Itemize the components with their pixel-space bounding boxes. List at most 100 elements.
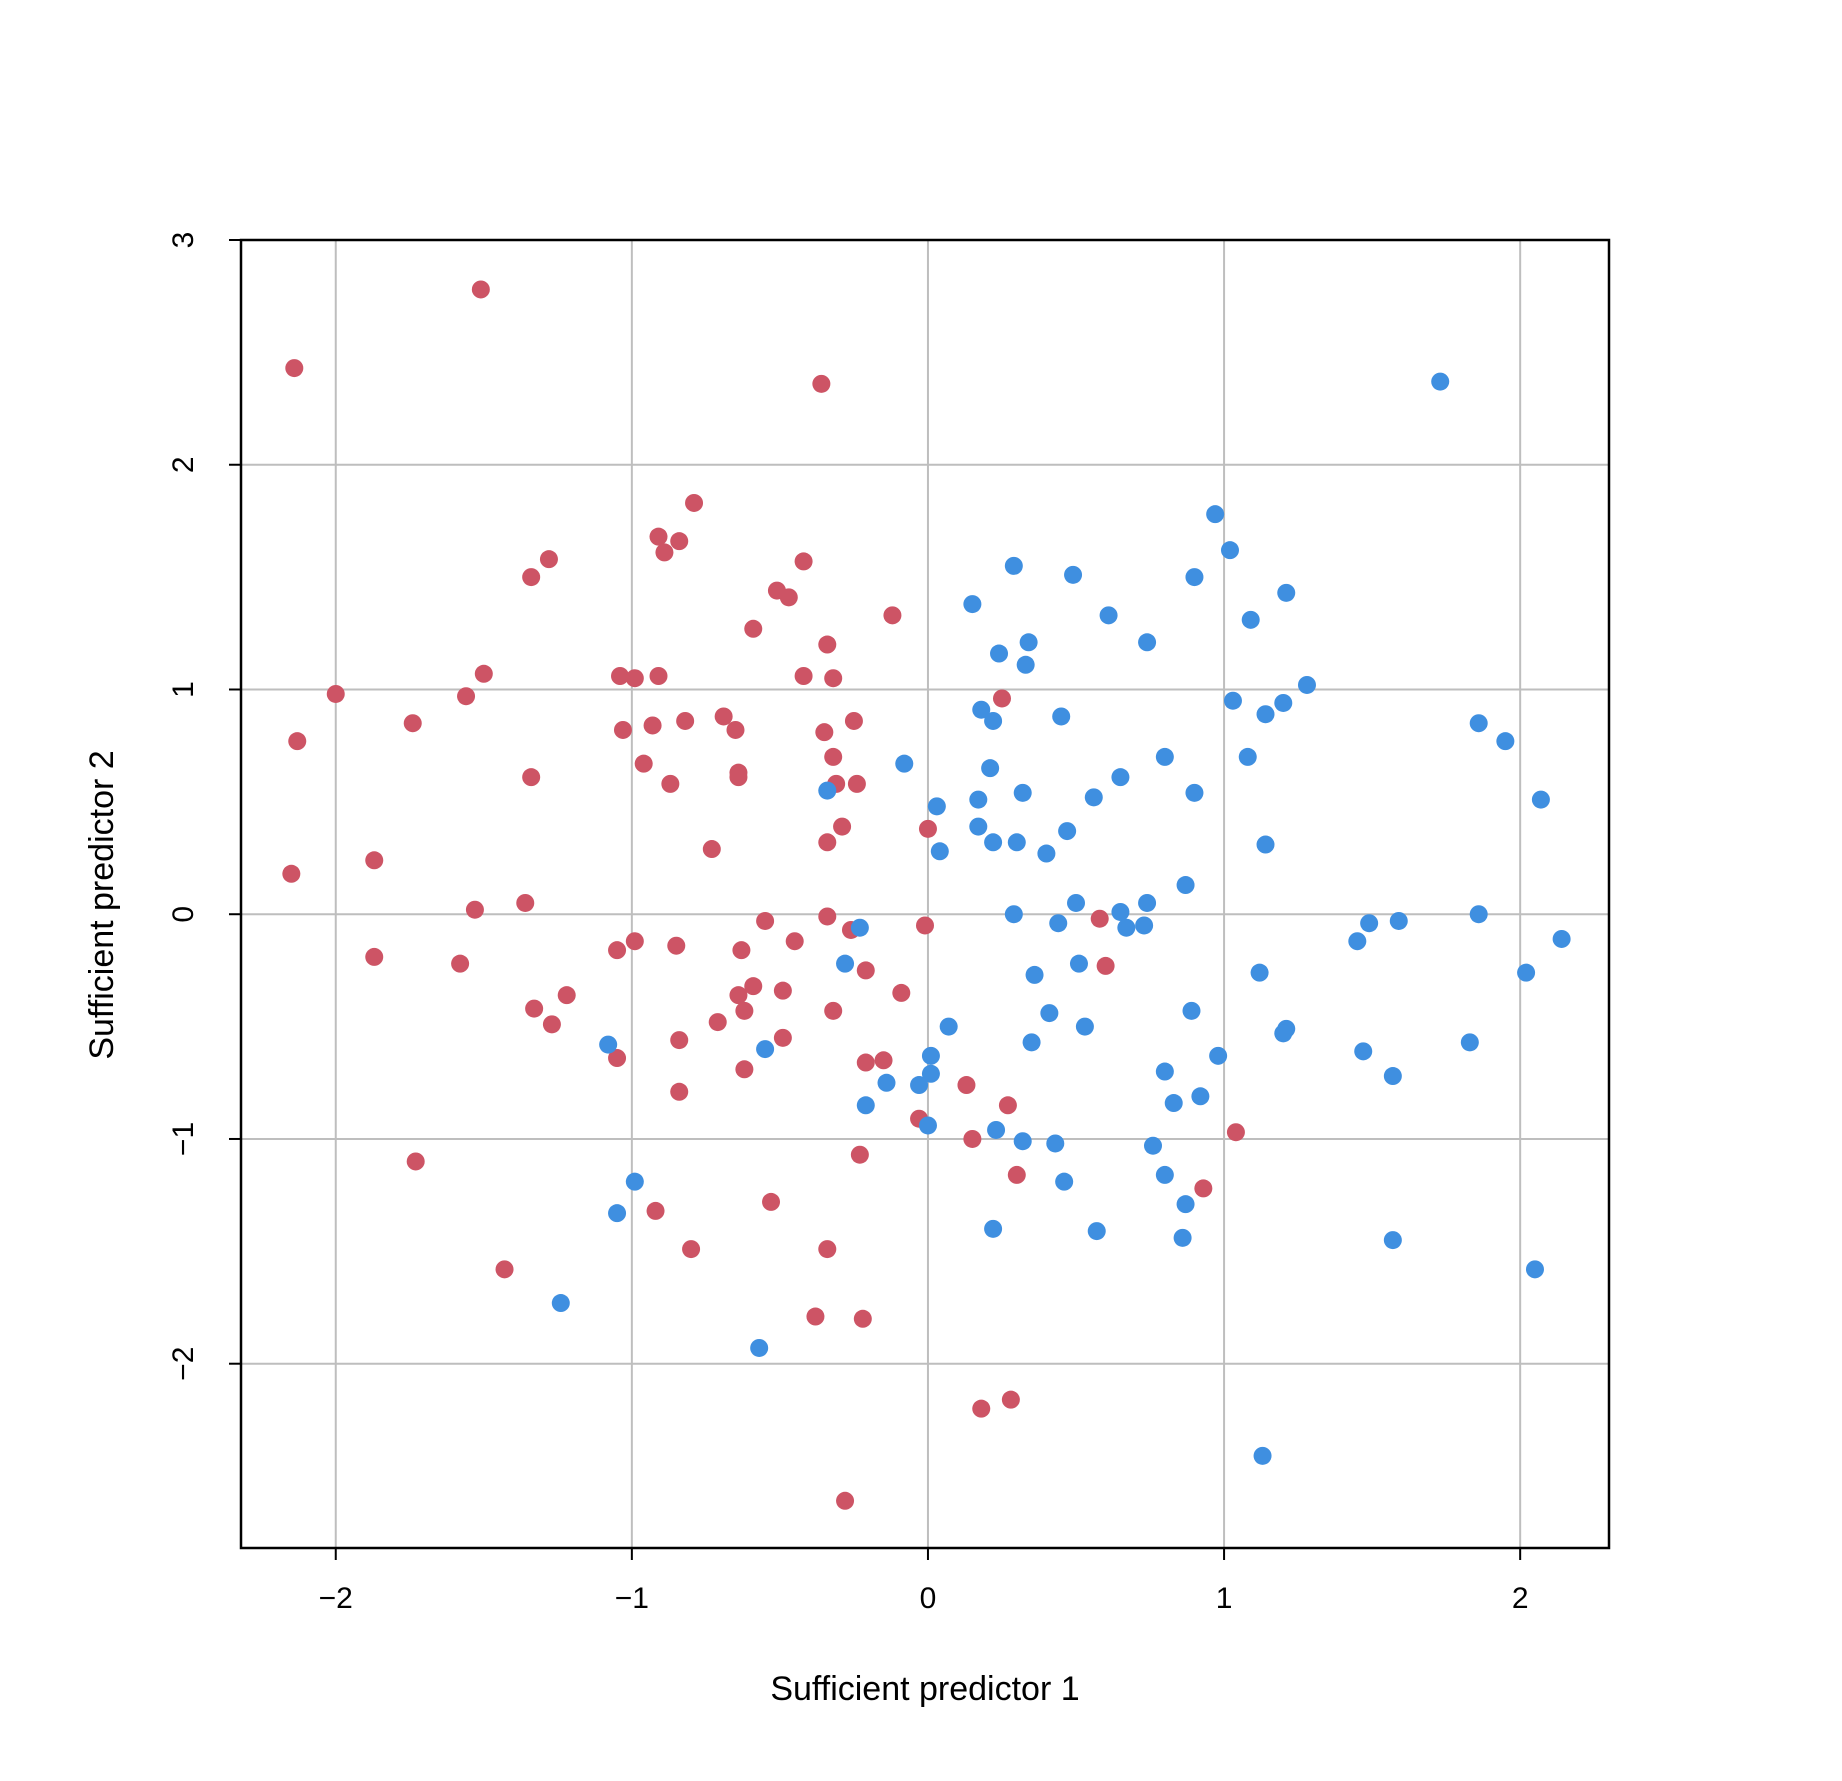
data-point — [1087, 1222, 1106, 1241]
data-point — [539, 550, 558, 569]
data-point — [818, 635, 837, 654]
data-point — [1090, 909, 1109, 928]
data-point — [1022, 1033, 1041, 1052]
data-point — [625, 932, 644, 951]
data-point — [1389, 911, 1408, 930]
data-point — [542, 1015, 561, 1034]
data-point — [984, 833, 1003, 852]
data-point — [1223, 691, 1242, 710]
data-point — [773, 1028, 792, 1047]
data-point — [1469, 905, 1488, 924]
data-point — [963, 1129, 982, 1148]
grid-lines — [241, 239, 1609, 1548]
data-point — [785, 932, 804, 951]
data-point — [1226, 1123, 1245, 1142]
data-point — [856, 1096, 875, 1115]
y-tick-label: 1 — [167, 681, 200, 698]
data-point — [403, 714, 422, 733]
x-tick-label: 1 — [1216, 1582, 1233, 1615]
data-point — [655, 543, 674, 562]
data-point — [1185, 783, 1204, 802]
data-point — [1025, 965, 1044, 984]
plot-frame — [239, 238, 1611, 1550]
data-point — [708, 1013, 727, 1032]
data-point — [1138, 633, 1157, 652]
data-point — [516, 893, 535, 912]
data-point — [288, 732, 307, 751]
data-point — [836, 1491, 855, 1510]
data-point — [833, 817, 852, 836]
x-tick-label: −2 — [319, 1582, 353, 1615]
data-point — [1297, 675, 1316, 694]
data-point — [916, 916, 934, 935]
data-point — [1135, 916, 1154, 935]
data-point — [702, 840, 721, 859]
data-point — [1052, 707, 1071, 726]
data-point — [282, 864, 301, 883]
data-point — [987, 1120, 1006, 1139]
data-point — [1176, 876, 1195, 895]
data-point — [495, 1260, 514, 1279]
data-point — [634, 754, 653, 773]
data-point — [744, 977, 763, 996]
data-point — [853, 1309, 872, 1328]
data-point — [992, 689, 1011, 708]
data-point — [998, 1096, 1017, 1115]
data-point — [794, 552, 813, 571]
data-point — [1274, 1024, 1293, 1043]
data-point — [522, 768, 541, 787]
data-point — [877, 1073, 896, 1092]
data-point — [892, 983, 911, 1002]
data-point — [1004, 556, 1023, 575]
data-point — [969, 817, 988, 836]
data-point — [1004, 905, 1023, 924]
data-point — [856, 961, 875, 980]
data-point — [1013, 783, 1032, 802]
data-point — [1238, 747, 1257, 766]
data-point — [1185, 568, 1204, 587]
data-point — [729, 768, 748, 787]
data-point — [608, 1049, 627, 1068]
data-point — [984, 711, 1003, 730]
data-point — [824, 747, 843, 766]
data-point — [365, 851, 384, 870]
data-point — [1164, 1094, 1183, 1113]
data-point — [1277, 583, 1296, 602]
data-point — [824, 1001, 843, 1020]
data-point — [918, 819, 937, 838]
data-point — [1111, 768, 1130, 787]
data-point — [1250, 963, 1269, 982]
data-point — [551, 1294, 570, 1313]
data-point — [1176, 1195, 1195, 1214]
data-point — [815, 723, 834, 742]
data-point — [611, 667, 630, 685]
y-axis-title: Sufficient predictor 2 — [83, 750, 121, 1059]
data-point — [1383, 1231, 1402, 1250]
data-point — [856, 1053, 875, 1072]
data-point — [984, 1219, 1003, 1238]
data-point — [682, 1240, 701, 1259]
data-point — [625, 669, 644, 688]
data-point — [406, 1152, 425, 1171]
data-point — [1067, 893, 1086, 912]
data-point — [667, 936, 686, 955]
data-point — [1046, 1134, 1065, 1153]
data-point — [1096, 956, 1115, 975]
data-point — [670, 1031, 689, 1050]
data-point — [1138, 893, 1157, 912]
data-point — [1069, 954, 1088, 973]
x-axis-title: Sufficient predictor 1 — [770, 1670, 1079, 1708]
data-point — [1117, 918, 1136, 937]
data-point — [457, 687, 476, 706]
data-point — [1348, 932, 1367, 951]
data-point — [735, 1060, 754, 1079]
data-point — [850, 918, 869, 937]
data-point — [844, 711, 863, 730]
data-point — [661, 774, 680, 793]
data-point — [471, 280, 490, 299]
y-tick-label: 3 — [167, 232, 200, 249]
data-point — [326, 684, 345, 703]
data-point — [818, 781, 837, 800]
data-point — [1075, 1017, 1094, 1036]
data-point — [818, 833, 837, 852]
